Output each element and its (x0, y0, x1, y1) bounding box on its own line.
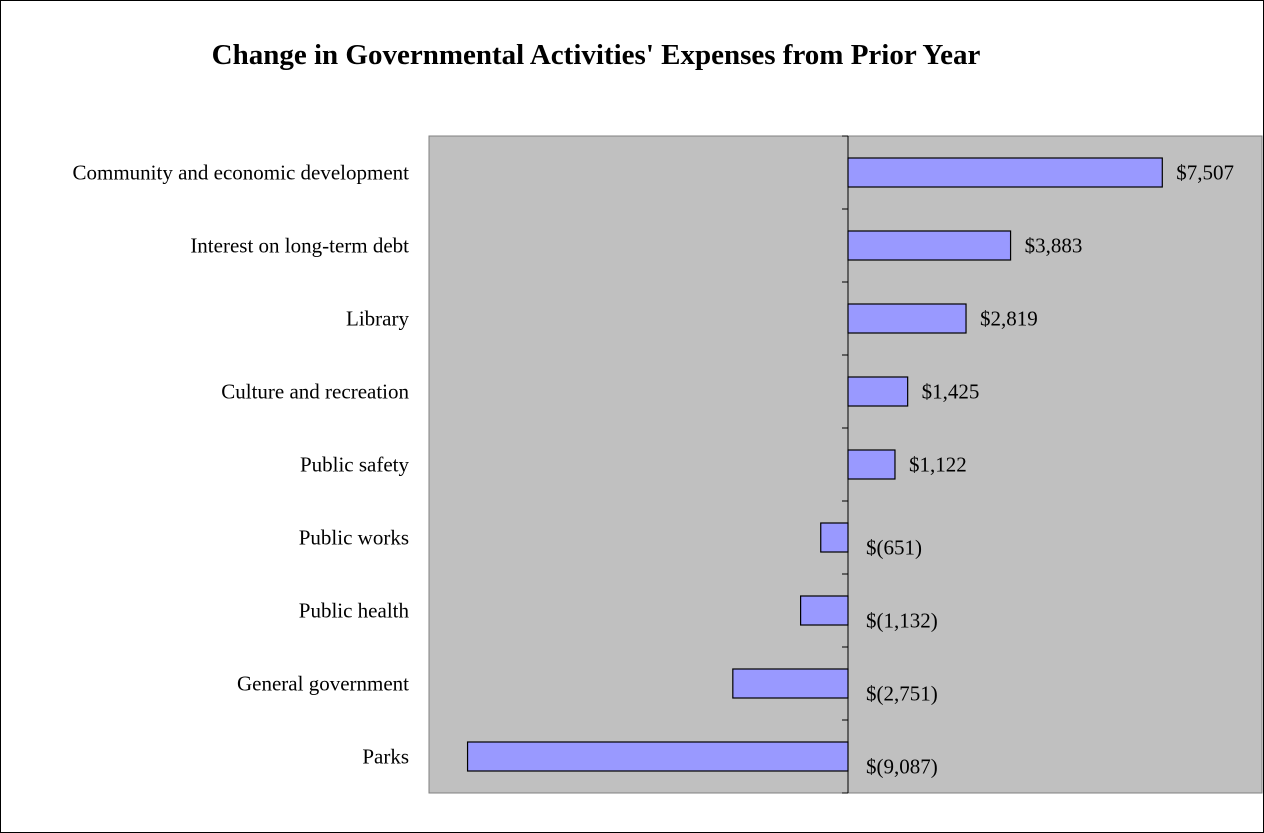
chart-title: Change in Governmental Activities' Expen… (211, 39, 981, 71)
bar (847, 449, 896, 480)
bar (800, 595, 849, 626)
category-label: Public works (299, 526, 409, 550)
data-label: $1,425 (922, 380, 980, 404)
category-label: Parks (362, 745, 409, 769)
data-label: $2,819 (980, 307, 1038, 331)
data-label: $(1,132) (866, 609, 938, 633)
data-label: $(2,751) (866, 682, 938, 706)
data-label: $3,883 (1025, 234, 1083, 258)
bar (847, 157, 1163, 188)
bar (847, 230, 1012, 261)
category-label: Culture and recreation (221, 380, 409, 404)
category-label: Public health (299, 599, 410, 623)
category-label: Interest on long-term debt (190, 234, 409, 258)
bar (732, 668, 849, 699)
bar (820, 522, 849, 553)
category-label: Public safety (300, 453, 410, 477)
category-label: Community and economic development (72, 161, 409, 185)
bar (466, 741, 849, 772)
category-label: General government (237, 672, 409, 696)
category-label: Library (346, 307, 409, 331)
bar (847, 376, 909, 407)
bar (847, 303, 967, 334)
data-label: $(651) (866, 536, 922, 560)
data-label: $1,122 (909, 453, 967, 477)
data-label: $(9,087) (866, 755, 938, 779)
data-label: $7,507 (1176, 161, 1234, 185)
